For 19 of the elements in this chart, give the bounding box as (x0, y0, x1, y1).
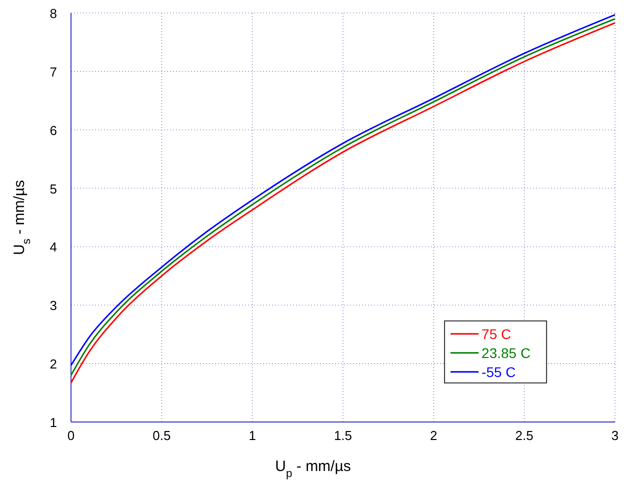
x-tick-label: 2 (430, 428, 438, 443)
y-tick-label: 2 (50, 356, 57, 372)
x-tick-label: 2.5 (515, 428, 534, 443)
x-tick-label: 3 (611, 428, 619, 443)
y-tick-label: 6 (50, 122, 57, 138)
legend-label: 75 C (482, 326, 512, 342)
x-axis-title: U$_{p}$ - mm/µs (275, 458, 351, 480)
y-tick-label: 1 (50, 415, 57, 430)
y-tick-label: 7 (50, 64, 57, 80)
legend-label: 23.85 C (482, 344, 531, 361)
y-tick-label: 3 (50, 298, 57, 314)
y-tick-label: 8 (50, 6, 57, 21)
x-tick-label: 0.5 (152, 428, 171, 443)
y-tick-label: 4 (50, 240, 57, 255)
legend-label: -55 C (482, 364, 516, 380)
y-tick-label: 5 (50, 181, 57, 196)
x-tick-label: 0 (67, 428, 75, 443)
x-tick-label: 1 (248, 428, 256, 443)
x-tick-label: 1.5 (334, 428, 352, 443)
